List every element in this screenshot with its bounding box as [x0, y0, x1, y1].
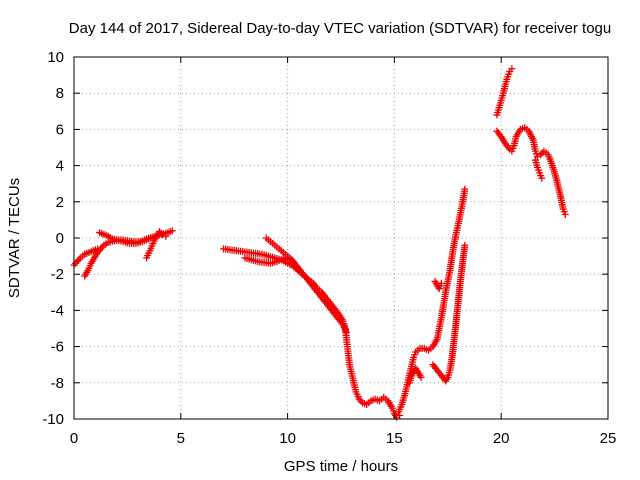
y-tick-label: 4 — [56, 158, 64, 175]
y-tick-label: 8 — [56, 85, 64, 102]
x-tick-label: 10 — [279, 430, 296, 447]
data-series-track-14 — [531, 156, 546, 182]
data-series-track-10 — [431, 277, 445, 293]
data-series-track-13 — [493, 124, 569, 218]
x-tick-label: 20 — [493, 430, 510, 447]
data-point — [396, 411, 404, 419]
y-tick-label: 2 — [56, 194, 64, 211]
data-point — [461, 241, 469, 249]
data-point — [561, 210, 569, 218]
chart-title: Day 144 of 2017, Sidereal Day-to-day VTE… — [69, 20, 611, 37]
data-series-track-4 — [143, 228, 170, 262]
y-tick-label: -10 — [42, 411, 64, 428]
y-tick-label: 10 — [47, 49, 64, 66]
data-point — [417, 373, 425, 381]
x-tick-label: 25 — [600, 430, 617, 447]
x-tick-label: 15 — [386, 430, 403, 447]
data-series-track-1 — [70, 245, 101, 269]
data-series-track-6 — [241, 254, 307, 278]
data-point — [508, 65, 516, 73]
y-tick-label: 0 — [56, 230, 64, 247]
x-axis-label: GPS time / hours — [284, 458, 398, 475]
y-tick-label: -8 — [51, 375, 64, 392]
data-series-track-11 — [429, 241, 469, 385]
y-tick-label: -4 — [51, 302, 64, 319]
y-tick-label: 6 — [56, 121, 64, 138]
data-point — [461, 185, 469, 193]
y-axis-label: SDTVAR / TECUs — [6, 178, 23, 298]
y-tick-label: -6 — [51, 339, 64, 356]
axes: 0 5 10 15 20 25 -10 -8 -6 -4 -2 0 2 4 6 8 10 — [42, 49, 616, 447]
x-tick-label: 5 — [177, 430, 185, 447]
data-point — [538, 174, 546, 182]
data-point — [168, 227, 176, 235]
grid-lines — [74, 57, 608, 419]
data-series-track-7 — [262, 234, 350, 336]
data-series-track-12 — [493, 65, 516, 119]
y-tick-label: -2 — [51, 266, 64, 283]
data-point — [162, 232, 170, 240]
data-point — [342, 328, 350, 336]
data-series-track-9 — [405, 364, 425, 387]
data-point — [157, 229, 165, 237]
x-tick-label: 0 — [70, 430, 78, 447]
data-point — [437, 279, 445, 287]
